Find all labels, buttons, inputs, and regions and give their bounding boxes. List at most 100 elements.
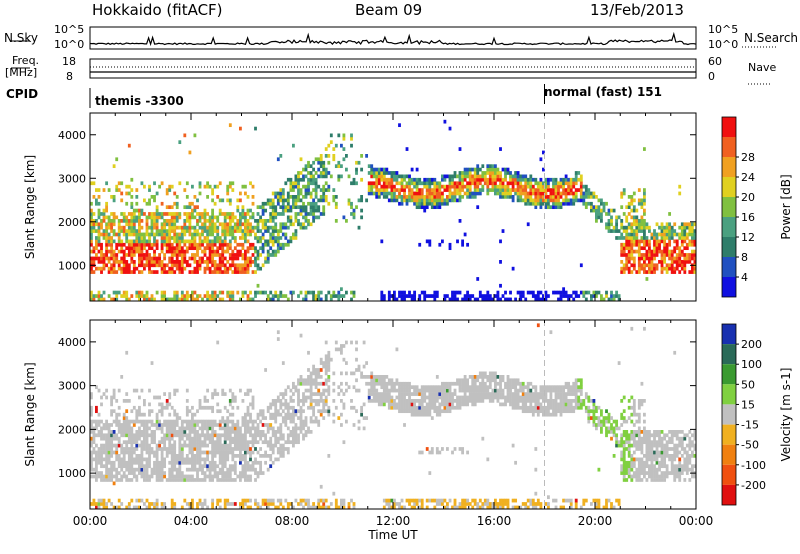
velocity-cell: [319, 381, 323, 386]
power-cell: [531, 191, 535, 196]
velocity-cell: [453, 498, 457, 503]
power-cell: [170, 225, 174, 230]
power-cell: [271, 215, 275, 220]
power-cell: [143, 232, 146, 237]
velocity-cell: [367, 388, 371, 393]
power-cell: [615, 290, 619, 295]
power-cell: [610, 229, 613, 233]
power-cell: [680, 239, 684, 244]
power-cell: [92, 270, 96, 274]
power-cell: [403, 174, 406, 179]
power-cell: [105, 263, 109, 268]
power-cell: [670, 232, 674, 237]
velocity-cell: [206, 436, 210, 441]
velocity-cell: [312, 409, 316, 414]
velocity-cell: [284, 498, 288, 503]
power-cell: [542, 294, 545, 298]
power-cell: [196, 294, 199, 298]
power-cell: [350, 136, 353, 141]
power-cell: [261, 232, 265, 237]
power-cell: [322, 160, 326, 165]
velocity-cell: [423, 405, 427, 410]
power-cell: [302, 201, 305, 206]
power-cell: [375, 167, 379, 172]
power-cell: [680, 260, 684, 264]
power-cell: [125, 253, 129, 257]
velocity-cell: [145, 474, 149, 479]
velocity-cell: [446, 388, 449, 393]
velocity-cell: [112, 388, 116, 393]
velocity-cell: [241, 454, 245, 458]
velocity-cell: [201, 450, 204, 455]
velocity-cell: [274, 440, 278, 445]
velocity-cell: [145, 430, 149, 434]
power-cell: [483, 297, 487, 302]
power-cell: [226, 242, 230, 247]
power-cell: [488, 297, 492, 302]
power-cell: [269, 297, 273, 302]
power-cell: [587, 195, 591, 199]
power-cell: [150, 263, 154, 268]
velocity-cell: [112, 395, 116, 400]
power-cell: [468, 174, 472, 179]
power-cell: [231, 232, 235, 237]
power-cell: [102, 208, 106, 213]
velocity-cell: [451, 392, 454, 396]
power-cell: [645, 256, 649, 261]
velocity-cell: [375, 378, 379, 383]
velocity-cell: [145, 423, 149, 427]
velocity-cell: [279, 450, 283, 455]
power-cell: [539, 188, 543, 192]
power-cell: [430, 205, 434, 210]
power-cell: [135, 239, 139, 244]
velocity-cell: [130, 454, 134, 458]
velocity-cell: [398, 392, 401, 396]
power-cell: [390, 174, 394, 179]
power-cell: [241, 232, 245, 237]
power-cell: [180, 297, 184, 302]
power-cell: [178, 253, 182, 257]
velocity-cell: [120, 478, 124, 482]
power-cell: [138, 263, 141, 268]
velocity-cell: [105, 388, 109, 393]
power-cell: [579, 191, 583, 196]
power-cell: [233, 225, 237, 230]
power-cell: [90, 297, 93, 302]
velocity-cell: [271, 447, 275, 451]
velocity-cell: [140, 464, 144, 469]
velocity-cell: [92, 457, 96, 462]
power-cell: [155, 263, 159, 268]
power-cell: [256, 283, 260, 288]
velocity-cell: [191, 478, 194, 482]
power-cell: [196, 222, 199, 227]
velocity-cell: [120, 430, 124, 434]
velocity-cell: [178, 467, 182, 472]
power-cell: [304, 225, 308, 230]
velocity-cell: [451, 405, 454, 410]
power-cell: [607, 297, 611, 302]
power-cell: [254, 225, 257, 230]
power-cell: [170, 249, 174, 254]
velocity-cell: [289, 405, 293, 410]
power-cell: [334, 294, 338, 298]
velocity-cell: [264, 460, 268, 465]
velocity-cell: [97, 388, 101, 393]
power-cell: [233, 236, 237, 240]
power-cell: [637, 229, 641, 233]
power-cell: [410, 191, 414, 196]
power-cell: [332, 195, 336, 199]
power-cell: [148, 232, 151, 237]
power-cell: [297, 188, 300, 192]
power-cell: [178, 263, 182, 268]
power-cell: [90, 239, 93, 244]
power-cell: [170, 266, 174, 271]
power-cell: [221, 297, 225, 302]
power-cell: [246, 270, 250, 274]
power-cell: [110, 225, 114, 230]
power-cell: [390, 171, 394, 175]
power-cell: [218, 253, 222, 257]
velocity-cell: [284, 423, 288, 427]
power-cell: [600, 201, 603, 206]
power-cell: [132, 219, 136, 223]
power-cell: [241, 246, 245, 251]
